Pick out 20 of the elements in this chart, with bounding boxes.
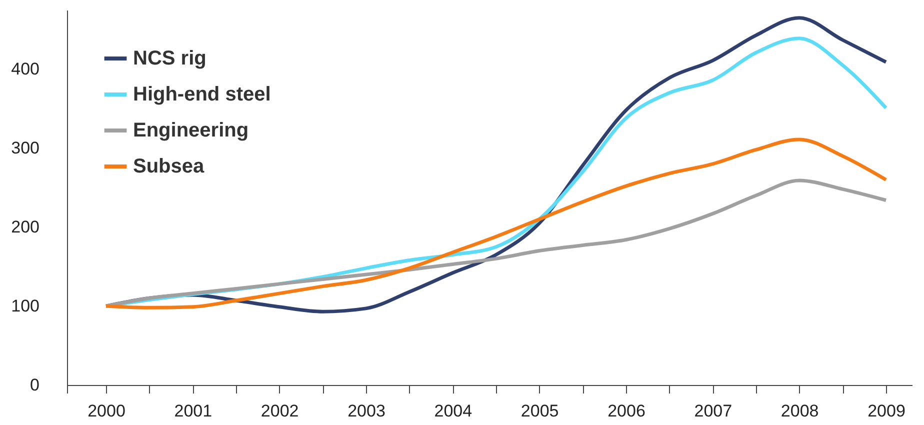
x-tick-label: 2007 (694, 402, 732, 420)
y-tick-label: 0 (30, 376, 40, 394)
legend-label: Engineering (133, 120, 249, 142)
y-tick-label: 200 (11, 218, 40, 237)
y-tick-label: 100 (11, 296, 40, 316)
x-tick-label: 2005 (520, 402, 559, 420)
y-tick-label: 400 (11, 60, 40, 79)
x-tick-label: 2000 (88, 402, 126, 420)
x-tick-label: 2008 (780, 402, 819, 420)
line-series (104, 178, 888, 308)
x-tick-label: 2001 (174, 402, 212, 420)
x-tick-label: 2002 (260, 402, 299, 420)
y-tick-label: 300 (11, 138, 40, 158)
x-tick-label: 2006 (608, 402, 646, 420)
legend-label: Subsea (133, 156, 206, 178)
legend-label: High-end steel (133, 84, 271, 106)
legend-label: NCS rig (133, 48, 206, 70)
x-tick-label: 2003 (348, 402, 386, 420)
x-tick-label: 2009 (868, 402, 906, 420)
x-tick-label: 2004 (434, 402, 472, 420)
